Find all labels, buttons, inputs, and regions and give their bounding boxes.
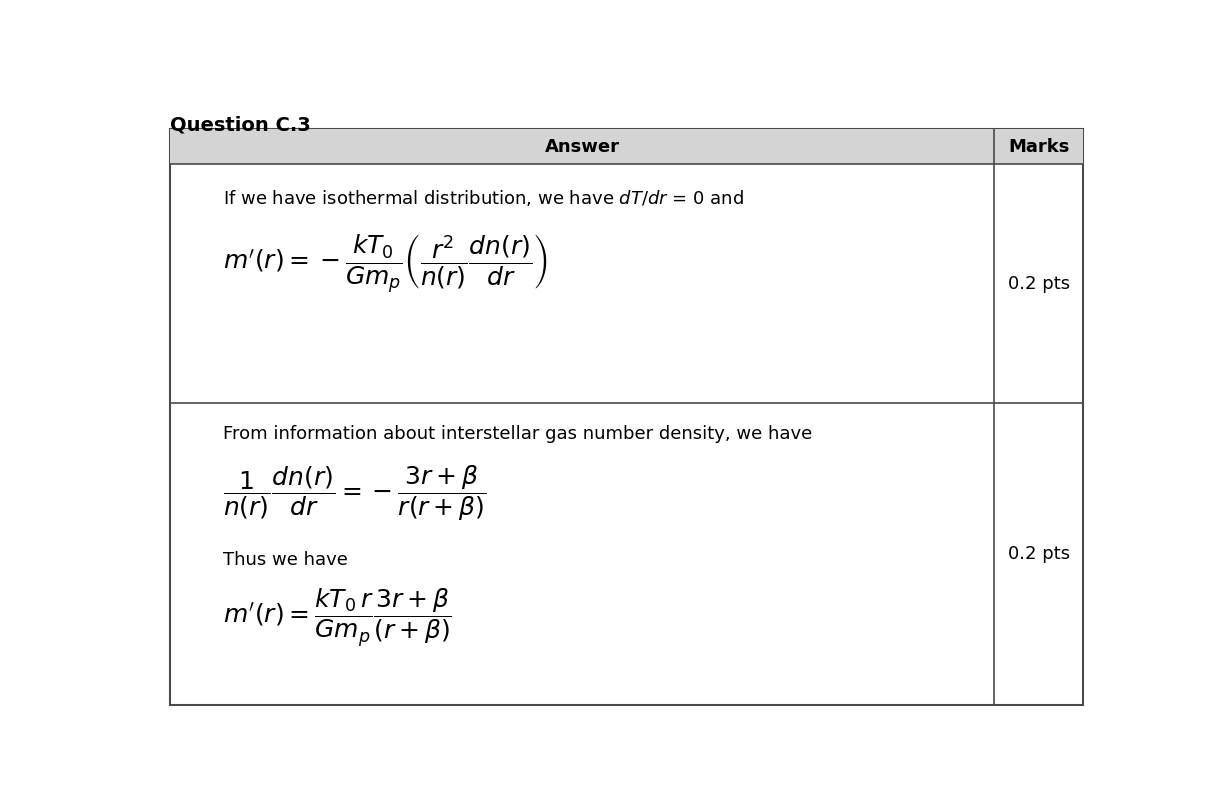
Text: $m'(r) = -\dfrac{kT_0}{Gm_p}\left(\dfrac{r^2}{n(r)}\dfrac{dn(r)}{dr}\right)$: $m'(r) = -\dfrac{kT_0}{Gm_p}\left(\dfrac… bbox=[223, 232, 548, 295]
Text: $\dfrac{1}{n(r)}\dfrac{dn(r)}{dr} = -\dfrac{3r+\beta}{r(r+\beta)}$: $\dfrac{1}{n(r)}\dfrac{dn(r)}{dr} = -\df… bbox=[223, 463, 486, 523]
Text: Thus we have: Thus we have bbox=[223, 551, 348, 569]
Text: $m'(r) = \dfrac{kT_0\,r}{Gm_p}\dfrac{3r+\beta}{(r+\beta)}$: $m'(r) = \dfrac{kT_0\,r}{Gm_p}\dfrac{3r+… bbox=[223, 587, 452, 649]
Text: 0.2 pts: 0.2 pts bbox=[1007, 275, 1069, 293]
Text: From information about interstellar gas number density, we have: From information about interstellar gas … bbox=[223, 425, 812, 442]
Text: If we have isothermal distribution, we have $dT/dr$ = 0 and: If we have isothermal distribution, we h… bbox=[223, 188, 744, 208]
Text: 0.2 pts: 0.2 pts bbox=[1007, 545, 1069, 563]
Bar bbox=[170, 129, 1083, 164]
Text: Marks: Marks bbox=[1008, 138, 1069, 156]
Text: Question C.3: Question C.3 bbox=[170, 115, 311, 135]
Text: Answer: Answer bbox=[545, 138, 620, 156]
